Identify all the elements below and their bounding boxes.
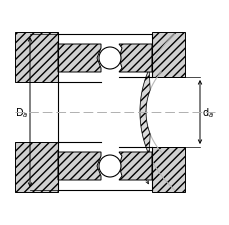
Polygon shape — [151, 33, 184, 78]
Text: D$_a$: D$_a$ — [15, 106, 28, 119]
Circle shape — [98, 48, 120, 70]
Polygon shape — [139, 70, 150, 155]
Polygon shape — [151, 147, 184, 192]
Polygon shape — [15, 142, 58, 192]
Polygon shape — [58, 152, 101, 180]
Polygon shape — [118, 152, 151, 180]
Polygon shape — [58, 45, 101, 73]
Circle shape — [98, 155, 120, 177]
Text: d$_a$: d$_a$ — [201, 106, 213, 119]
Polygon shape — [15, 33, 58, 83]
Polygon shape — [118, 45, 151, 73]
Text: r$_a$: r$_a$ — [135, 162, 148, 184]
